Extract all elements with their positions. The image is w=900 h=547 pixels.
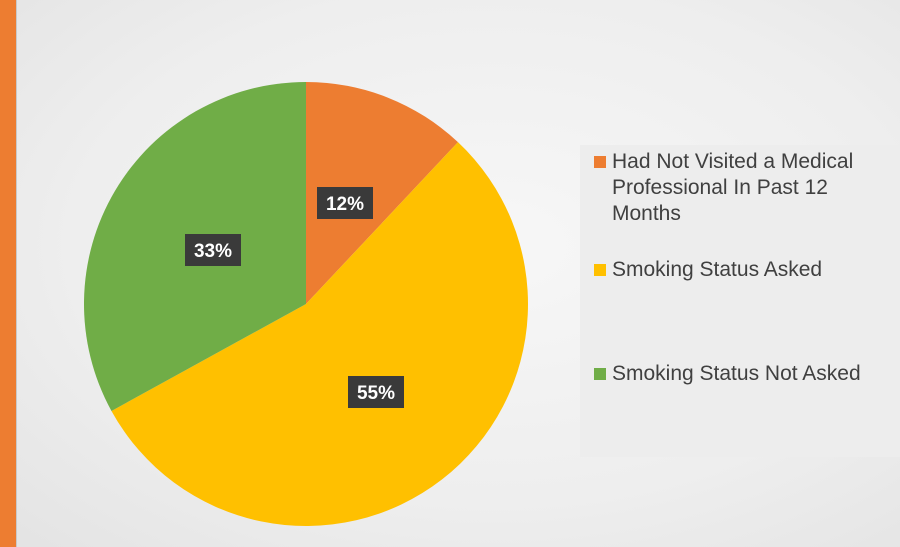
legend-item: Smoking Status Not Asked: [594, 361, 892, 387]
pie-slice-not-visited: [306, 82, 458, 304]
chart-legend: Had Not Visited a Medical Professional I…: [580, 145, 900, 457]
legend-swatch: [594, 368, 606, 380]
data-label-box: [348, 376, 404, 408]
data-label: 12%: [326, 194, 364, 215]
legend-label: Had Not Visited a Medical Professional I…: [612, 150, 854, 225]
legend-swatch: [594, 264, 606, 276]
data-label-box: [317, 187, 373, 219]
pie-slices: [83, 81, 528, 527]
legend-label: Smoking Status Not Asked: [612, 362, 861, 385]
pie-slice-status-asked: [111, 142, 528, 527]
accent-bar: [0, 0, 16, 547]
data-label: 33%: [194, 241, 232, 262]
legend-item: Had Not Visited a Medical Professional I…: [594, 149, 892, 227]
data-label: 55%: [357, 383, 395, 404]
legend-item: Smoking Status Asked: [594, 257, 892, 283]
legend-swatch: [594, 156, 606, 168]
accent-divider: [16, 0, 17, 547]
legend-label: Smoking Status Asked: [612, 258, 823, 281]
data-label-box: [185, 234, 241, 266]
pie-data-labels: 12% 55% 33%: [185, 187, 404, 408]
